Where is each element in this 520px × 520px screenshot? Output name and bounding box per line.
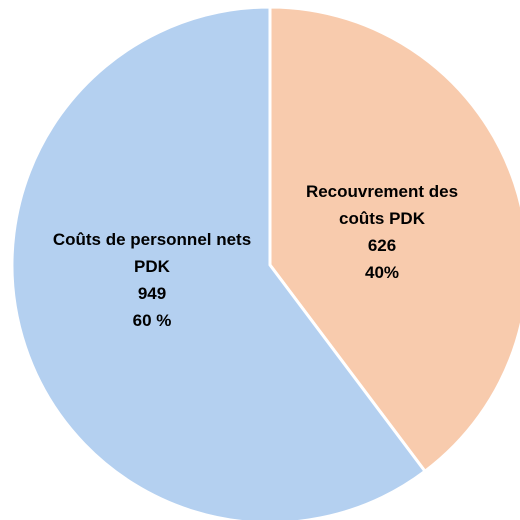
pie-slice (268, 5, 520, 473)
slice-value: 626 (367, 236, 397, 255)
slice-label: Coûts de personnel nets PDK 949 60 % (47, 226, 257, 334)
slice-label: Recouvrement des coûts PDK 626 40% (297, 178, 467, 286)
slice-name: Recouvrement des coûts PDK (305, 182, 459, 228)
slice-name: Coûts de personnel nets PDK (52, 230, 252, 276)
pie-slice (10, 5, 427, 520)
slice-percent: 40% (364, 263, 400, 282)
slice-percent: 60 % (132, 311, 172, 330)
slice-value: 949 (137, 284, 167, 303)
